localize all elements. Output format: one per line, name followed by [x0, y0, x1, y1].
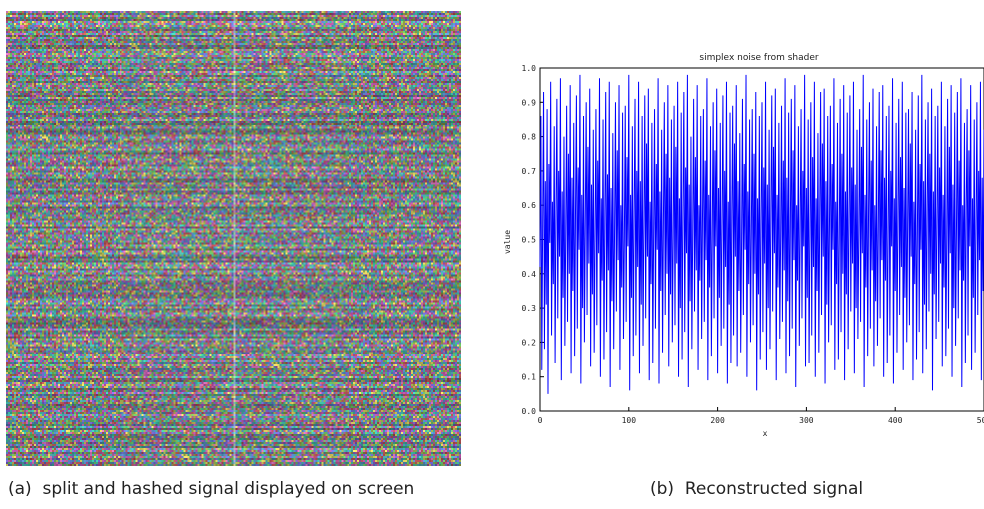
y-tick-label: 0.3 — [522, 304, 537, 313]
y-tick-label: 0.2 — [522, 338, 537, 347]
x-tick-label: 300 — [799, 416, 814, 425]
y-tick-label: 0.0 — [522, 407, 537, 416]
x-tick-label: 100 — [622, 416, 637, 425]
y-tick-label: 0.5 — [522, 236, 537, 245]
plot-svg: simplex noise from shader 0.0 0.1 0.2 0.3 0.… — [503, 53, 984, 438]
y-axis-label: value — [503, 230, 512, 254]
noise-canvas — [6, 11, 461, 466]
chart-title: simplex noise from shader — [699, 53, 818, 63]
y-tick-label: 0.8 — [522, 133, 537, 142]
y-tick-label: 0.4 — [522, 270, 537, 279]
series-line-group — [539, 74, 984, 394]
caption-b: (b) Reconstructed signal — [650, 479, 863, 499]
caption-b-text: Reconstructed signal — [684, 479, 864, 499]
caption-a-label: (a) — [8, 479, 32, 499]
y-tick-label: 0.9 — [522, 98, 537, 107]
hashed-signal-image — [6, 11, 461, 466]
y-tick-label: 0.6 — [522, 201, 537, 210]
series-line-0 — [539, 74, 984, 394]
caption-b-label: (b) — [650, 479, 675, 499]
reconstructed-signal-plot: simplex noise from shader 0.0 0.1 0.2 0.3 0.… — [490, 46, 984, 444]
x-tick-label: 200 — [710, 416, 725, 425]
x-tick-label: 0 — [538, 416, 543, 425]
y-tick-label: 1.0 — [522, 64, 537, 73]
y-tick-label: 0.1 — [522, 373, 537, 382]
y-tick-label: 0.7 — [522, 167, 537, 176]
x-axis-label: x — [763, 429, 768, 438]
x-tick-label: 400 — [888, 416, 903, 425]
x-tick-label: 500 — [977, 416, 984, 425]
caption-a-text: split and hashed signal displayed on scr… — [42, 479, 415, 499]
caption-a: (a) split and hashed signal displayed on… — [8, 479, 414, 499]
